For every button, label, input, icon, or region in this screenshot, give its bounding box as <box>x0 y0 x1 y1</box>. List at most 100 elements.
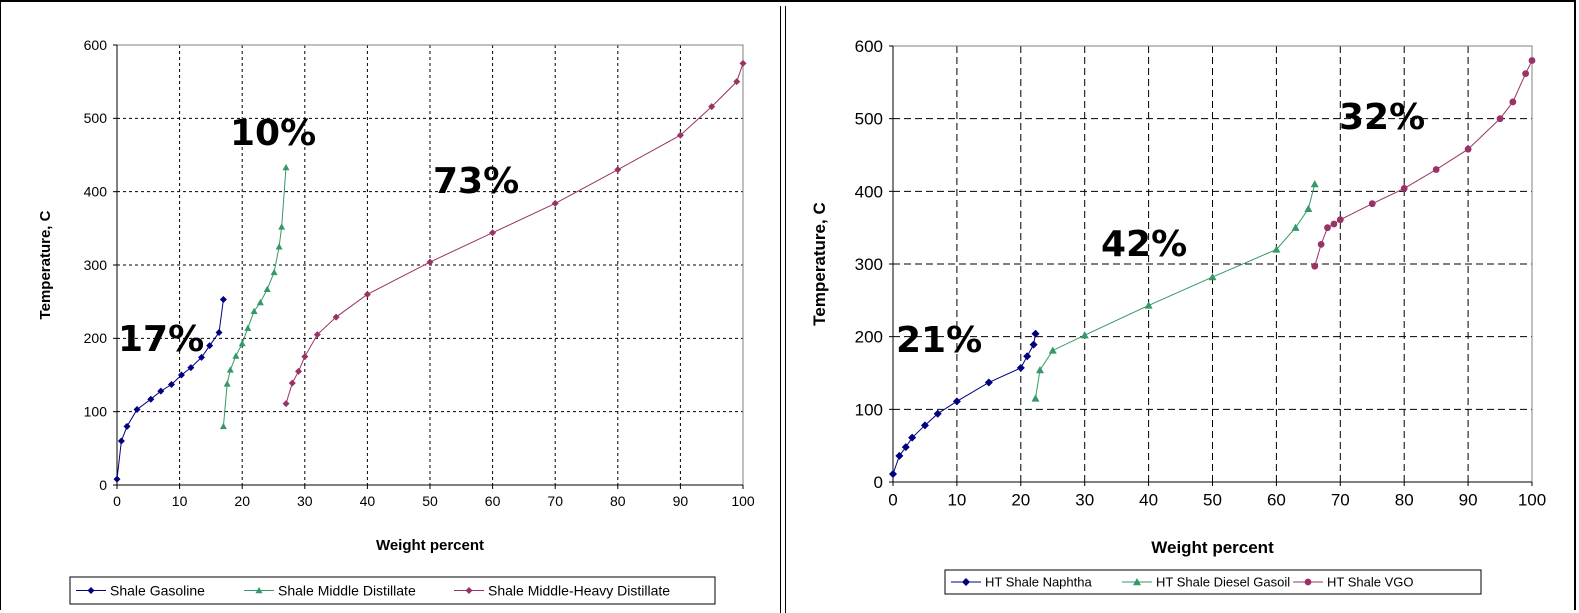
right-x-axis-title: Weight percent <box>1151 538 1274 557</box>
right-point-ht-shale-naphtha-2 <box>901 443 910 452</box>
left-point-shale-middle-heavy-distillate-12 <box>708 103 716 111</box>
right-legend-label-ht-shale-diesel-gasoil: HT Shale Diesel Gasoil <box>1156 575 1290 590</box>
left-legend-marker-shale-middle-heavy-distillate <box>465 587 473 594</box>
left-ytick-label-400: 400 <box>84 184 108 200</box>
right-xtick-label-70: 70 <box>1331 491 1350 510</box>
left-annotation-17: 17% <box>118 319 204 360</box>
left-point-shale-middle-heavy-distillate-14 <box>739 59 747 67</box>
left-point-shale-middle-heavy-distillate-8 <box>489 229 497 237</box>
right-gridlines <box>893 46 1532 482</box>
left-xtick-label-30: 30 <box>297 493 313 509</box>
right-point-ht-shale-naphtha-10 <box>1029 340 1038 349</box>
left-point-shale-middle-distillate-0 <box>219 422 227 430</box>
right-point-ht-shale-naphtha-5 <box>933 409 942 418</box>
right-point-ht-shale-diesel-gasoil-6 <box>1272 245 1281 253</box>
left-point-shale-middle-heavy-distillate-2 <box>295 367 303 375</box>
left-xtick-label-60: 60 <box>485 493 501 509</box>
right-series-ht-shale-naphtha <box>889 329 1040 479</box>
right-point-ht-shale-vgo-12 <box>1528 57 1536 64</box>
chart-left: 0 10 20 30 40 50 60 70 80 90 100 0 100 200 300 400 500 60… <box>37 37 755 605</box>
left-point-shale-middle-heavy-distillate-5 <box>332 313 340 321</box>
right-ytick-label-0: 0 <box>874 473 883 492</box>
right-point-ht-shale-diesel-gasoil-0 <box>1031 394 1040 402</box>
left-xtick-label-20: 20 <box>234 493 250 509</box>
right-series-ht-shale-vgo <box>1311 57 1536 270</box>
left-point-shale-middle-heavy-distillate-0 <box>282 400 290 408</box>
left-legend-label-shale-gasoline: Shale Gasoline <box>110 583 205 599</box>
right-point-ht-shale-vgo-7 <box>1432 166 1440 173</box>
right-point-ht-shale-naphtha-6 <box>952 397 961 406</box>
left-annotation-73: 73% <box>433 161 519 202</box>
left-point-shale-middle-distillate-6 <box>250 307 258 314</box>
left-ytick-label-0: 0 <box>99 477 107 493</box>
left-xtick-label-100: 100 <box>731 493 755 509</box>
left-point-shale-middle-heavy-distillate-9 <box>551 199 559 207</box>
left-point-shale-middle-distillate-12 <box>282 163 290 171</box>
right-point-ht-shale-diesel-gasoil-1 <box>1035 366 1044 374</box>
right-xtick-label-20: 20 <box>1011 491 1030 510</box>
right-point-ht-shale-diesel-gasoil-2 <box>1048 346 1057 354</box>
right-point-ht-shale-naphtha-4 <box>920 421 929 430</box>
right-point-ht-shale-naphtha-9 <box>1023 352 1032 361</box>
left-point-shale-gasoline-7 <box>177 371 185 379</box>
right-legend-marker-ht-shale-naphtha <box>962 578 970 586</box>
right-point-ht-shale-vgo-5 <box>1368 200 1376 208</box>
right-y-axis-title: Temperature, C <box>810 202 829 325</box>
left-point-shale-middle-distillate-5 <box>244 324 252 331</box>
left-legend-marker-shale-gasoline <box>87 587 95 594</box>
left-legend-box <box>69 576 716 605</box>
right-point-ht-shale-vgo-4 <box>1336 216 1344 224</box>
right-xtick-label-10: 10 <box>947 491 966 510</box>
right-point-ht-shale-naphtha-1 <box>895 451 904 460</box>
right-xtick-label-40: 40 <box>1139 491 1158 510</box>
right-annotation-42: 42% <box>1101 224 1187 265</box>
left-ytick-label-300: 300 <box>84 257 108 273</box>
right-point-ht-shale-naphtha-3 <box>908 433 917 442</box>
right-ytick-label-200: 200 <box>855 328 883 347</box>
right-point-ht-shale-vgo-6 <box>1400 185 1408 192</box>
left-point-shale-middle-distillate-3 <box>232 352 240 359</box>
right-series-ht-shale-diesel-gasoil <box>1031 180 1319 402</box>
left-annotation-10: 10% <box>230 113 316 154</box>
left-xtick-label-10: 10 <box>172 493 188 509</box>
left-legend-marker-shale-middle-distillate <box>255 587 263 594</box>
left-point-shale-middle-distillate-1 <box>223 380 231 387</box>
left-point-shale-gasoline-11 <box>215 328 223 336</box>
right-point-ht-shale-vgo-3 <box>1330 220 1338 228</box>
right-legend: HT Shale Naphtha HT Shale Diesel Gasoil HT… <box>944 569 1482 595</box>
left-point-shale-middle-heavy-distillate-13 <box>733 78 741 86</box>
left-ytick-label-600: 600 <box>84 37 108 53</box>
left-point-shale-gasoline-8 <box>187 364 195 372</box>
left-series-shale-gasoline <box>113 295 227 483</box>
right-ytick-label-500: 500 <box>855 110 883 129</box>
left-xtick-label-40: 40 <box>360 493 376 509</box>
right-point-ht-shale-diesel-gasoil-8 <box>1304 204 1313 212</box>
left-ytick-label-200: 200 <box>84 330 108 346</box>
right-annotation-21: 21% <box>896 320 982 361</box>
right-point-ht-shale-vgo-10 <box>1509 98 1517 106</box>
left-point-shale-gasoline-0 <box>113 475 121 483</box>
left-legend-label-shale-middle-heavy-distillate: Shale Middle-Heavy Distillate <box>488 583 670 599</box>
left-xtick-label-90: 90 <box>673 493 689 509</box>
right-point-ht-shale-naphtha-8 <box>1016 363 1025 372</box>
left-line-shale-middle-heavy-distillate <box>285 63 744 404</box>
right-xtick-label-90: 90 <box>1459 491 1478 510</box>
right-ytick-label-600: 600 <box>855 37 883 56</box>
left-point-shale-gasoline-3 <box>133 405 141 413</box>
left-y-axis-title: Temperature, C <box>37 210 54 319</box>
left-point-shale-gasoline-9 <box>198 353 206 361</box>
left-x-axis-title: Weight percent <box>376 537 484 554</box>
right-point-ht-shale-naphtha-11 <box>1031 329 1040 338</box>
right-point-ht-shale-vgo-9 <box>1496 115 1504 123</box>
right-xtick-label-0: 0 <box>888 491 897 510</box>
panel-divider <box>780 6 786 613</box>
right-point-ht-shale-naphtha-7 <box>984 378 993 387</box>
left-point-shale-gasoline-12 <box>219 295 227 303</box>
left-point-shale-middle-heavy-distillate-10 <box>614 166 622 174</box>
right-point-ht-shale-diesel-gasoil-7 <box>1291 223 1300 231</box>
right-xtick-label-80: 80 <box>1395 491 1414 510</box>
right-ytick-label-300: 300 <box>855 255 883 274</box>
left-point-shale-gasoline-1 <box>117 437 125 445</box>
right-xtick-label-30: 30 <box>1075 491 1094 510</box>
